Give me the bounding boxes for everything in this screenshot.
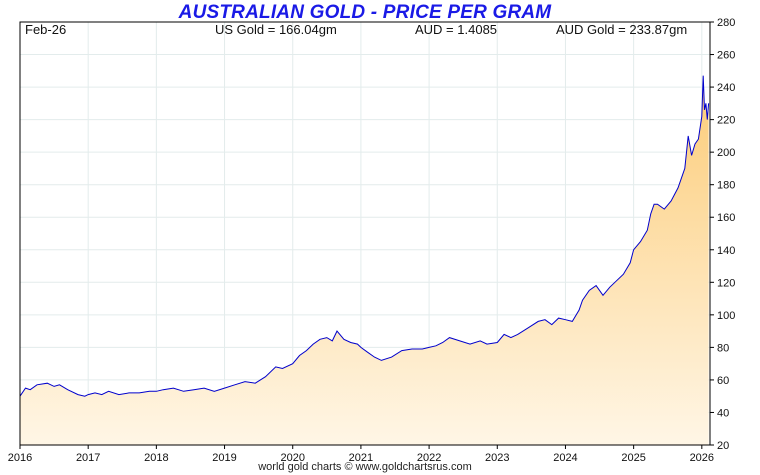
x-tick-label: 2023 xyxy=(485,452,509,464)
price-line xyxy=(19,75,710,397)
axes: 20 40 60 80 100 120 140 160 180 200 220 240 260 280 20… xyxy=(8,17,736,464)
x-tick-label: 2024 xyxy=(553,452,577,464)
y-tick-label: 20 xyxy=(717,440,729,452)
chart-title: AUSTRALIAN GOLD - PRICE PER GRAM xyxy=(178,2,552,23)
y-tick-label: 60 xyxy=(717,375,729,387)
x-tick-label: 2020 xyxy=(280,452,304,464)
y-tick-label: 260 xyxy=(717,50,735,62)
y-tick-label: 160 xyxy=(717,212,735,224)
aud-rate-label: AUD = 1.4085 xyxy=(415,22,498,37)
y-tick-label: 80 xyxy=(717,342,729,354)
y-tick-label: 140 xyxy=(717,245,735,257)
y-tick-label: 100 xyxy=(717,310,735,322)
x-tick-label: 2016 xyxy=(8,452,32,464)
price-area-fill xyxy=(20,75,709,445)
x-tick-label: 2022 xyxy=(417,452,441,464)
x-tick-label: 2021 xyxy=(349,452,373,464)
us-gold-label: US Gold = 166.04gm xyxy=(215,22,337,37)
y-tick-label: 220 xyxy=(717,115,735,127)
y-tick-label: 180 xyxy=(717,180,735,192)
plot-frame xyxy=(19,21,711,446)
aud-gold-label: AUD Gold = 233.87gm xyxy=(556,22,688,37)
x-tick-label: 2026 xyxy=(690,452,714,464)
y-tick-label: 240 xyxy=(717,82,735,94)
x-tick-label: 2017 xyxy=(76,452,100,464)
y-tick-label: 280 xyxy=(717,17,735,29)
y-tick-label: 120 xyxy=(717,277,735,289)
x-tick-label: 2025 xyxy=(621,452,645,464)
y-tick-label: 40 xyxy=(717,407,729,419)
x-tick-label: 2019 xyxy=(212,452,236,464)
y-tick-label: 200 xyxy=(717,147,735,159)
footer-credit: world gold charts © www.goldchartsrus.co… xyxy=(258,461,472,473)
date-label: Feb-26 xyxy=(25,22,67,37)
x-tick-label: 2018 xyxy=(144,452,168,464)
